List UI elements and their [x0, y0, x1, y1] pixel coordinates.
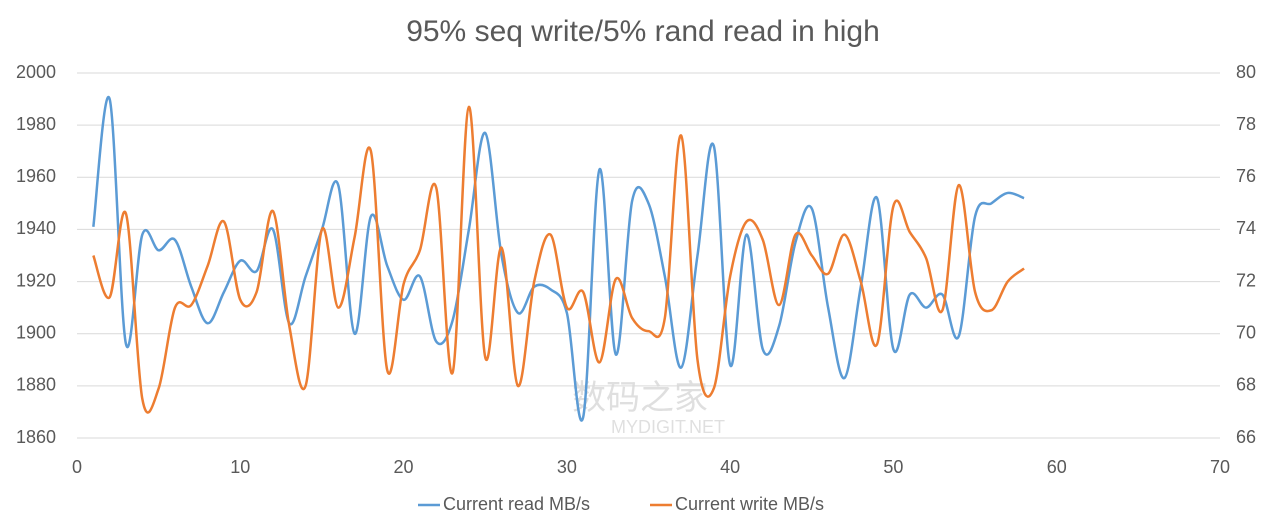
y2-tick-label: 74 [1236, 218, 1256, 238]
y-tick-label: 2000 [16, 62, 56, 82]
legend-label: Current write MB/s [675, 494, 824, 514]
y2-tick-label: 80 [1236, 62, 1256, 82]
series-line [92, 95, 1025, 422]
watermark: 数码之家 [572, 379, 708, 417]
y2-tick-label: 66 [1236, 427, 1256, 447]
y-tick-label: 1920 [16, 270, 56, 290]
series-line [92, 105, 1025, 414]
x-tick-label: 10 [230, 457, 250, 477]
x-tick-label: 30 [557, 457, 577, 477]
y2-tick-label: 68 [1236, 375, 1256, 395]
legend-label: Current read MB/s [443, 494, 590, 514]
y-tick-label: 1880 [16, 375, 56, 395]
y-tick-label: 1960 [16, 166, 56, 186]
y2-tick-label: 72 [1236, 270, 1256, 290]
x-tick-label: 50 [883, 457, 903, 477]
y-tick-label: 1940 [16, 218, 56, 238]
x-tick-label: 70 [1210, 457, 1230, 477]
chart-title: 95% seq write/5% rand read in high [406, 15, 880, 48]
watermark: MYDIGIT.NET [611, 417, 725, 437]
y2-tick-label: 70 [1236, 322, 1256, 342]
x-tick-label: 0 [72, 457, 82, 477]
y-tick-label: 1900 [16, 322, 56, 342]
x-tick-label: 60 [1047, 457, 1067, 477]
x-tick-label: 40 [720, 457, 740, 477]
y2-tick-label: 78 [1236, 114, 1256, 134]
y2-tick-label: 76 [1236, 166, 1256, 186]
y-tick-label: 1980 [16, 114, 56, 134]
y-tick-label: 1860 [16, 427, 56, 447]
x-tick-label: 20 [394, 457, 414, 477]
